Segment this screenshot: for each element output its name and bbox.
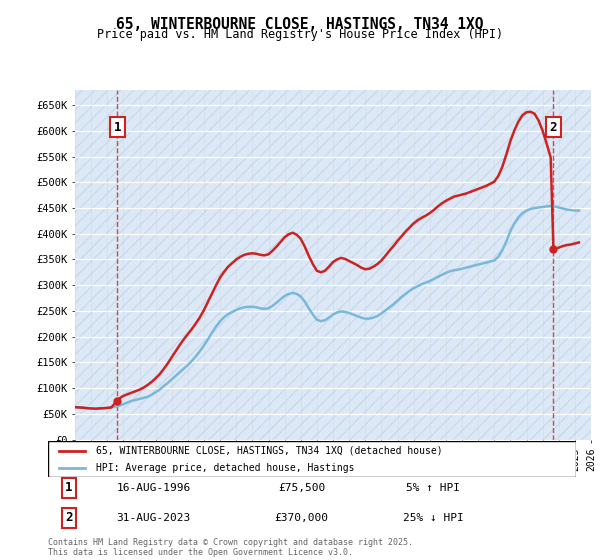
Text: 1: 1 [65,482,73,494]
Text: Price paid vs. HM Land Registry's House Price Index (HPI): Price paid vs. HM Land Registry's House … [97,28,503,41]
Text: HPI: Average price, detached house, Hastings: HPI: Average price, detached house, Hast… [95,463,354,473]
Text: 31-AUG-2023: 31-AUG-2023 [116,513,191,523]
Text: 1: 1 [113,120,121,133]
Text: 2: 2 [65,511,73,524]
Text: 65, WINTERBOURNE CLOSE, HASTINGS, TN34 1XQ (detached house): 65, WINTERBOURNE CLOSE, HASTINGS, TN34 1… [95,446,442,455]
Text: 25% ↓ HPI: 25% ↓ HPI [403,513,464,523]
Text: 5% ↑ HPI: 5% ↑ HPI [406,483,460,493]
Text: Contains HM Land Registry data © Crown copyright and database right 2025.
This d: Contains HM Land Registry data © Crown c… [48,538,413,557]
Text: £75,500: £75,500 [278,483,325,493]
FancyBboxPatch shape [48,441,576,477]
Text: 16-AUG-1996: 16-AUG-1996 [116,483,191,493]
Text: £370,000: £370,000 [274,513,328,523]
Text: 2: 2 [550,120,557,133]
Text: 65, WINTERBOURNE CLOSE, HASTINGS, TN34 1XQ: 65, WINTERBOURNE CLOSE, HASTINGS, TN34 1… [116,17,484,32]
